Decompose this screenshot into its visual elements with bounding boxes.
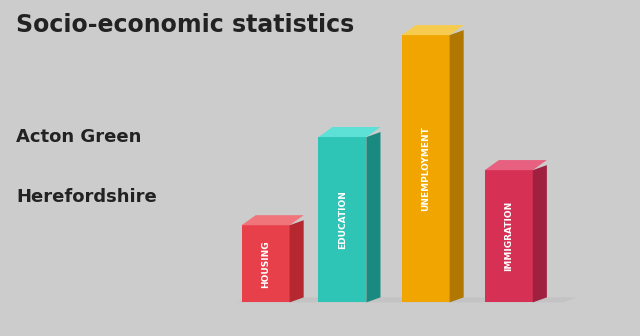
Polygon shape [366,132,380,302]
Text: Acton Green: Acton Green [16,128,141,146]
Polygon shape [289,220,304,302]
Polygon shape [532,165,547,302]
Polygon shape [237,297,577,302]
Text: EDUCATION: EDUCATION [338,190,347,249]
Bar [242,225,290,302]
Text: Socio-economic statistics: Socio-economic statistics [16,13,355,37]
Text: UNEMPLOYMENT: UNEMPLOYMENT [421,126,430,211]
Text: HOUSING: HOUSING [261,240,270,288]
Bar [402,35,450,302]
Polygon shape [242,215,304,225]
Text: Herefordshire: Herefordshire [16,188,157,206]
Polygon shape [402,25,463,35]
Polygon shape [485,160,547,170]
Polygon shape [450,30,463,302]
Bar [319,137,366,302]
Text: IMMIGRATION: IMMIGRATION [504,201,513,271]
Bar [485,170,533,302]
Polygon shape [319,127,380,137]
